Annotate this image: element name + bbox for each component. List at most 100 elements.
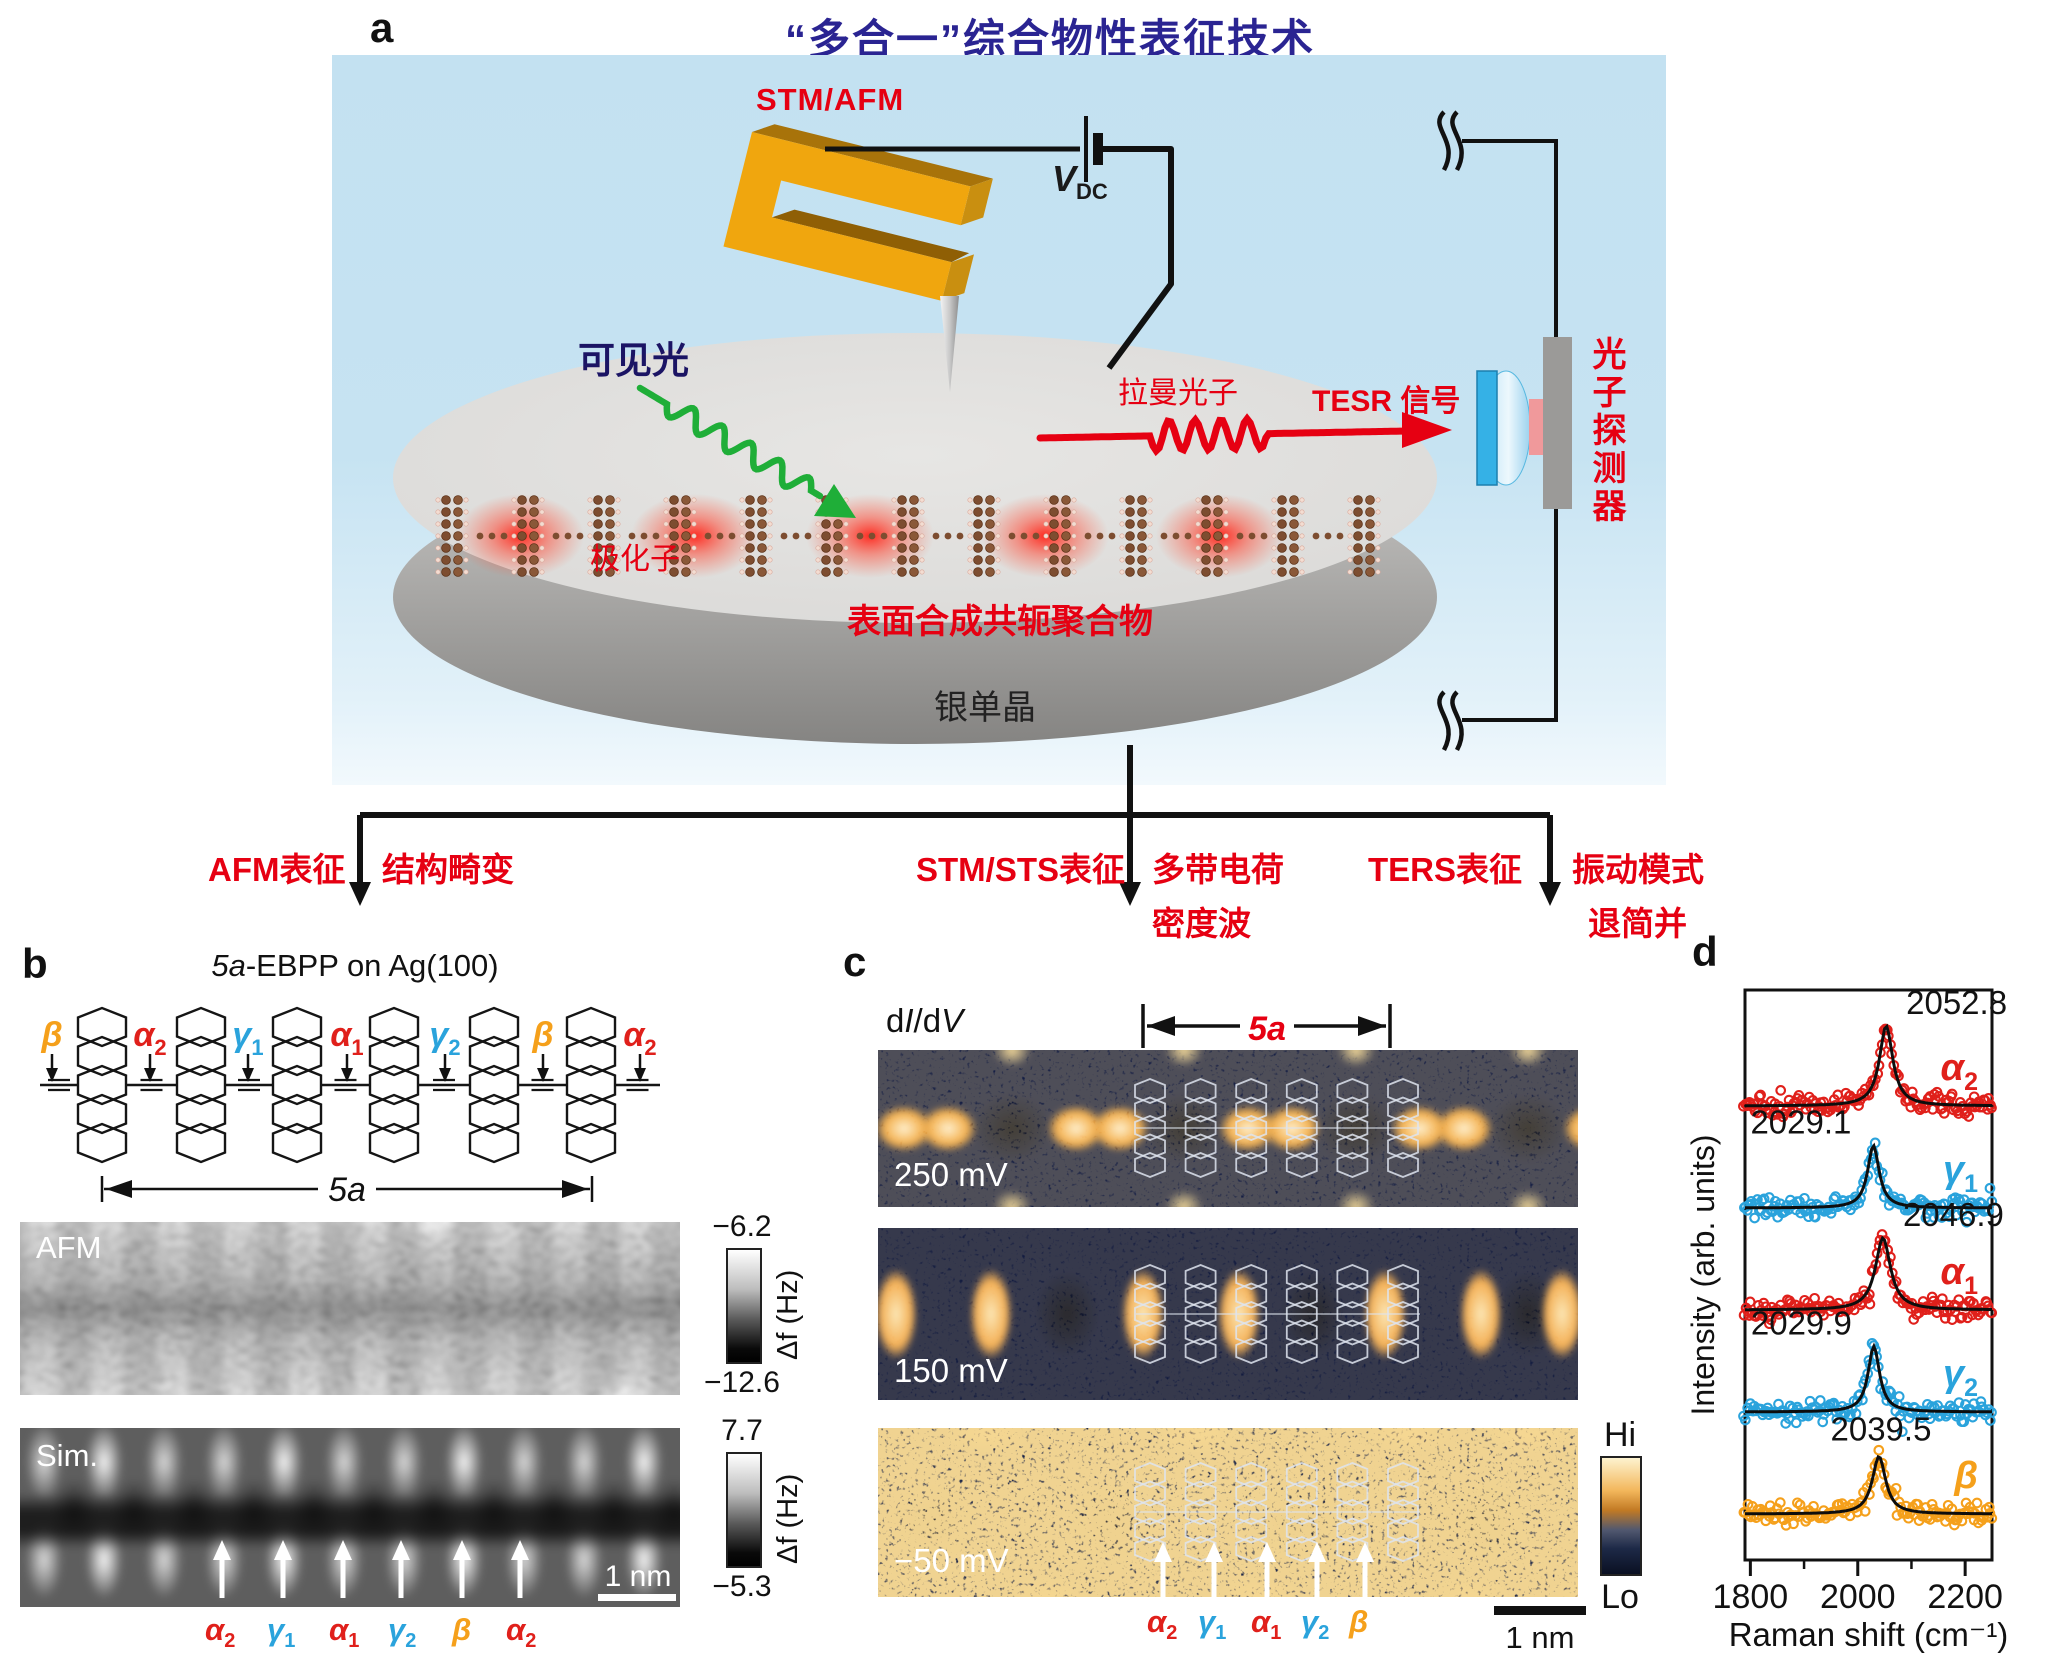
flow-result-ters-2: 退简并 — [1588, 905, 1687, 942]
vdc-label: VDC — [1052, 158, 1108, 205]
flow-method-afm: AFM表征 — [208, 851, 346, 888]
sim-scale-unit: Δf (Hz) — [772, 1473, 804, 1564]
svg-text:2000: 2000 — [1820, 1578, 1896, 1616]
wire-break-icon — [1437, 690, 1464, 752]
svg-text:α1: α1 — [330, 1016, 363, 1060]
svg-text:2046.9: 2046.9 — [1903, 1196, 2004, 1233]
sim-bond-arrows — [213, 1540, 529, 1598]
flow-arrow — [1119, 815, 1141, 906]
flow-result-sts-2: 密度波 — [1152, 905, 1251, 942]
raman-spectrum-γ2: 2029.9 γ2 — [1738, 1304, 1997, 1437]
bond-label-β: β — [1349, 1604, 1369, 1639]
detector-plate-icon — [1543, 337, 1572, 509]
sim-scalebar-label: 1 nm — [604, 1560, 672, 1593]
stm-afm-label: STM/AFM — [756, 82, 905, 117]
raman-spectrum-γ1: 2029.1γ1 — [1739, 1104, 1998, 1228]
bond-label-β: β — [452, 1612, 472, 1647]
stm-tip — [940, 296, 959, 392]
svg-text:1800: 1800 — [1713, 1578, 1789, 1616]
raman-spectrum-β: 2039.5 β — [1738, 1410, 1998, 1531]
svg-text:Intensity (arb. units): Intensity (arb. units) — [1688, 1135, 1721, 1416]
svg-text:5a: 5a — [1248, 1010, 1286, 1048]
c-scalebar — [1494, 1606, 1586, 1615]
sim-scalebar — [598, 1594, 676, 1601]
flow-result-sts: 多带电荷 — [1152, 851, 1284, 888]
flow-arrow — [1539, 815, 1561, 906]
afm-scale-unit: Δf (Hz) — [772, 1269, 804, 1360]
bias-label-neg50mv: −50 mV — [894, 1542, 1009, 1579]
afm-image-tag: AFM — [36, 1230, 102, 1265]
svg-text:β: β — [531, 1016, 553, 1054]
visible-light-label: 可见光 — [578, 340, 689, 381]
svg-text:γ2: γ2 — [1943, 1353, 1978, 1402]
wire-break-icon — [1437, 110, 1464, 172]
panel-d-label: d — [1692, 928, 1718, 975]
svg-text:Raman shift (cm⁻¹): Raman shift (cm⁻¹) — [1729, 1616, 2009, 1653]
detector-wire — [1437, 110, 1558, 752]
panel-c-overlays: 5a — [1134, 1002, 1420, 1598]
svg-text:2039.5: 2039.5 — [1831, 1410, 1932, 1447]
bias-label-150mv: 150 mV — [894, 1352, 1008, 1389]
lens-icon — [1476, 370, 1498, 486]
sim-image: Sim. 1 nm — [20, 1428, 680, 1607]
sim-image-tag: Sim. — [36, 1438, 98, 1473]
raman-signal-arrow — [1036, 412, 1452, 457]
panel-a-label: a — [370, 4, 394, 51]
c-scalebar-label: 1 nm — [1505, 1620, 1575, 1653]
flow-result-afm: 结构畸变 — [382, 851, 514, 888]
visible-light-arrow — [636, 384, 856, 518]
svg-text:γ2: γ2 — [429, 1016, 460, 1060]
svg-text:5a: 5a — [328, 1171, 366, 1209]
afm-scale-max: −6.2 — [712, 1210, 772, 1243]
bond-label-γ2: γ2 — [1301, 1604, 1330, 1645]
raman-spectrum-α1: 2046.9 α1 — [1738, 1196, 2004, 1330]
afm-colorbar — [726, 1248, 762, 1364]
svg-text:β: β — [40, 1016, 62, 1054]
bond-label-α1: α1 — [329, 1612, 360, 1653]
panel-b-label: b — [22, 940, 48, 987]
flow-method-ters: TERS表征 — [1368, 851, 1523, 888]
photon-detector-label: 光子探测器 — [1587, 336, 1625, 526]
photon-detector-assembly — [1476, 337, 1572, 509]
svg-text:α2: α2 — [623, 1016, 656, 1060]
svg-text:γ1: γ1 — [232, 1016, 263, 1060]
hilo-colorbar — [1600, 1456, 1642, 1576]
panel-b-title: 5a-EBPP on Ag(100) — [211, 948, 499, 983]
colorbar-hi-label: Hi — [1603, 1416, 1637, 1454]
sim-colorbar — [726, 1452, 762, 1568]
substrate-label: 银单晶 — [934, 689, 1036, 727]
panel-c-label: c — [843, 938, 867, 985]
didv-label: dI/dV — [886, 1002, 964, 1039]
didv-map-250mv — [878, 1050, 1578, 1207]
svg-text:2029.9: 2029.9 — [1751, 1304, 1852, 1341]
bond-label-γ1: γ1 — [1198, 1604, 1227, 1645]
raman-spectrum-α2: 2052.8α2 — [1738, 984, 2007, 1123]
svg-text:β: β — [1953, 1455, 1978, 1497]
flow-arrow — [349, 815, 371, 906]
svg-text:2200: 2200 — [1927, 1578, 2003, 1616]
polymer-label: 表面合成共轭聚合物 — [847, 603, 1153, 641]
tuning-fork-sensor — [723, 124, 993, 301]
bond-label-α2: α2 — [1147, 1604, 1178, 1645]
bond-label-γ2: γ2 — [388, 1612, 417, 1653]
svg-text:2029.1: 2029.1 — [1750, 1104, 1851, 1141]
raman-photon-label: 拉曼光子 — [1118, 377, 1238, 410]
colorbar-lo-label: Lo — [1601, 1578, 1639, 1616]
flow-result-ters: 振动模式 — [1572, 851, 1704, 888]
svg-text:2052.8: 2052.8 — [1906, 984, 2007, 1021]
chemical-structure: β α2 γ1 α1 γ2 β α2 5a — [40, 1006, 660, 1209]
afm-image: AFM — [20, 1222, 680, 1395]
bond-label-α1: α1 — [1251, 1604, 1282, 1645]
sim-scale-max: 7.7 — [721, 1414, 763, 1447]
panel-a-drawing — [393, 110, 1572, 752]
polaron-label: 极化子 — [590, 543, 680, 576]
bias-circuit-wire — [825, 116, 1174, 370]
flow-method-sts: STM/STS表征 — [916, 851, 1126, 888]
tesr-signal-label: TESR 信号 — [1312, 385, 1461, 418]
bond-label-α2: α2 — [205, 1612, 236, 1653]
bias-label-250mv: 250 mV — [894, 1156, 1008, 1193]
sim-scale-min: −5.3 — [712, 1570, 772, 1603]
